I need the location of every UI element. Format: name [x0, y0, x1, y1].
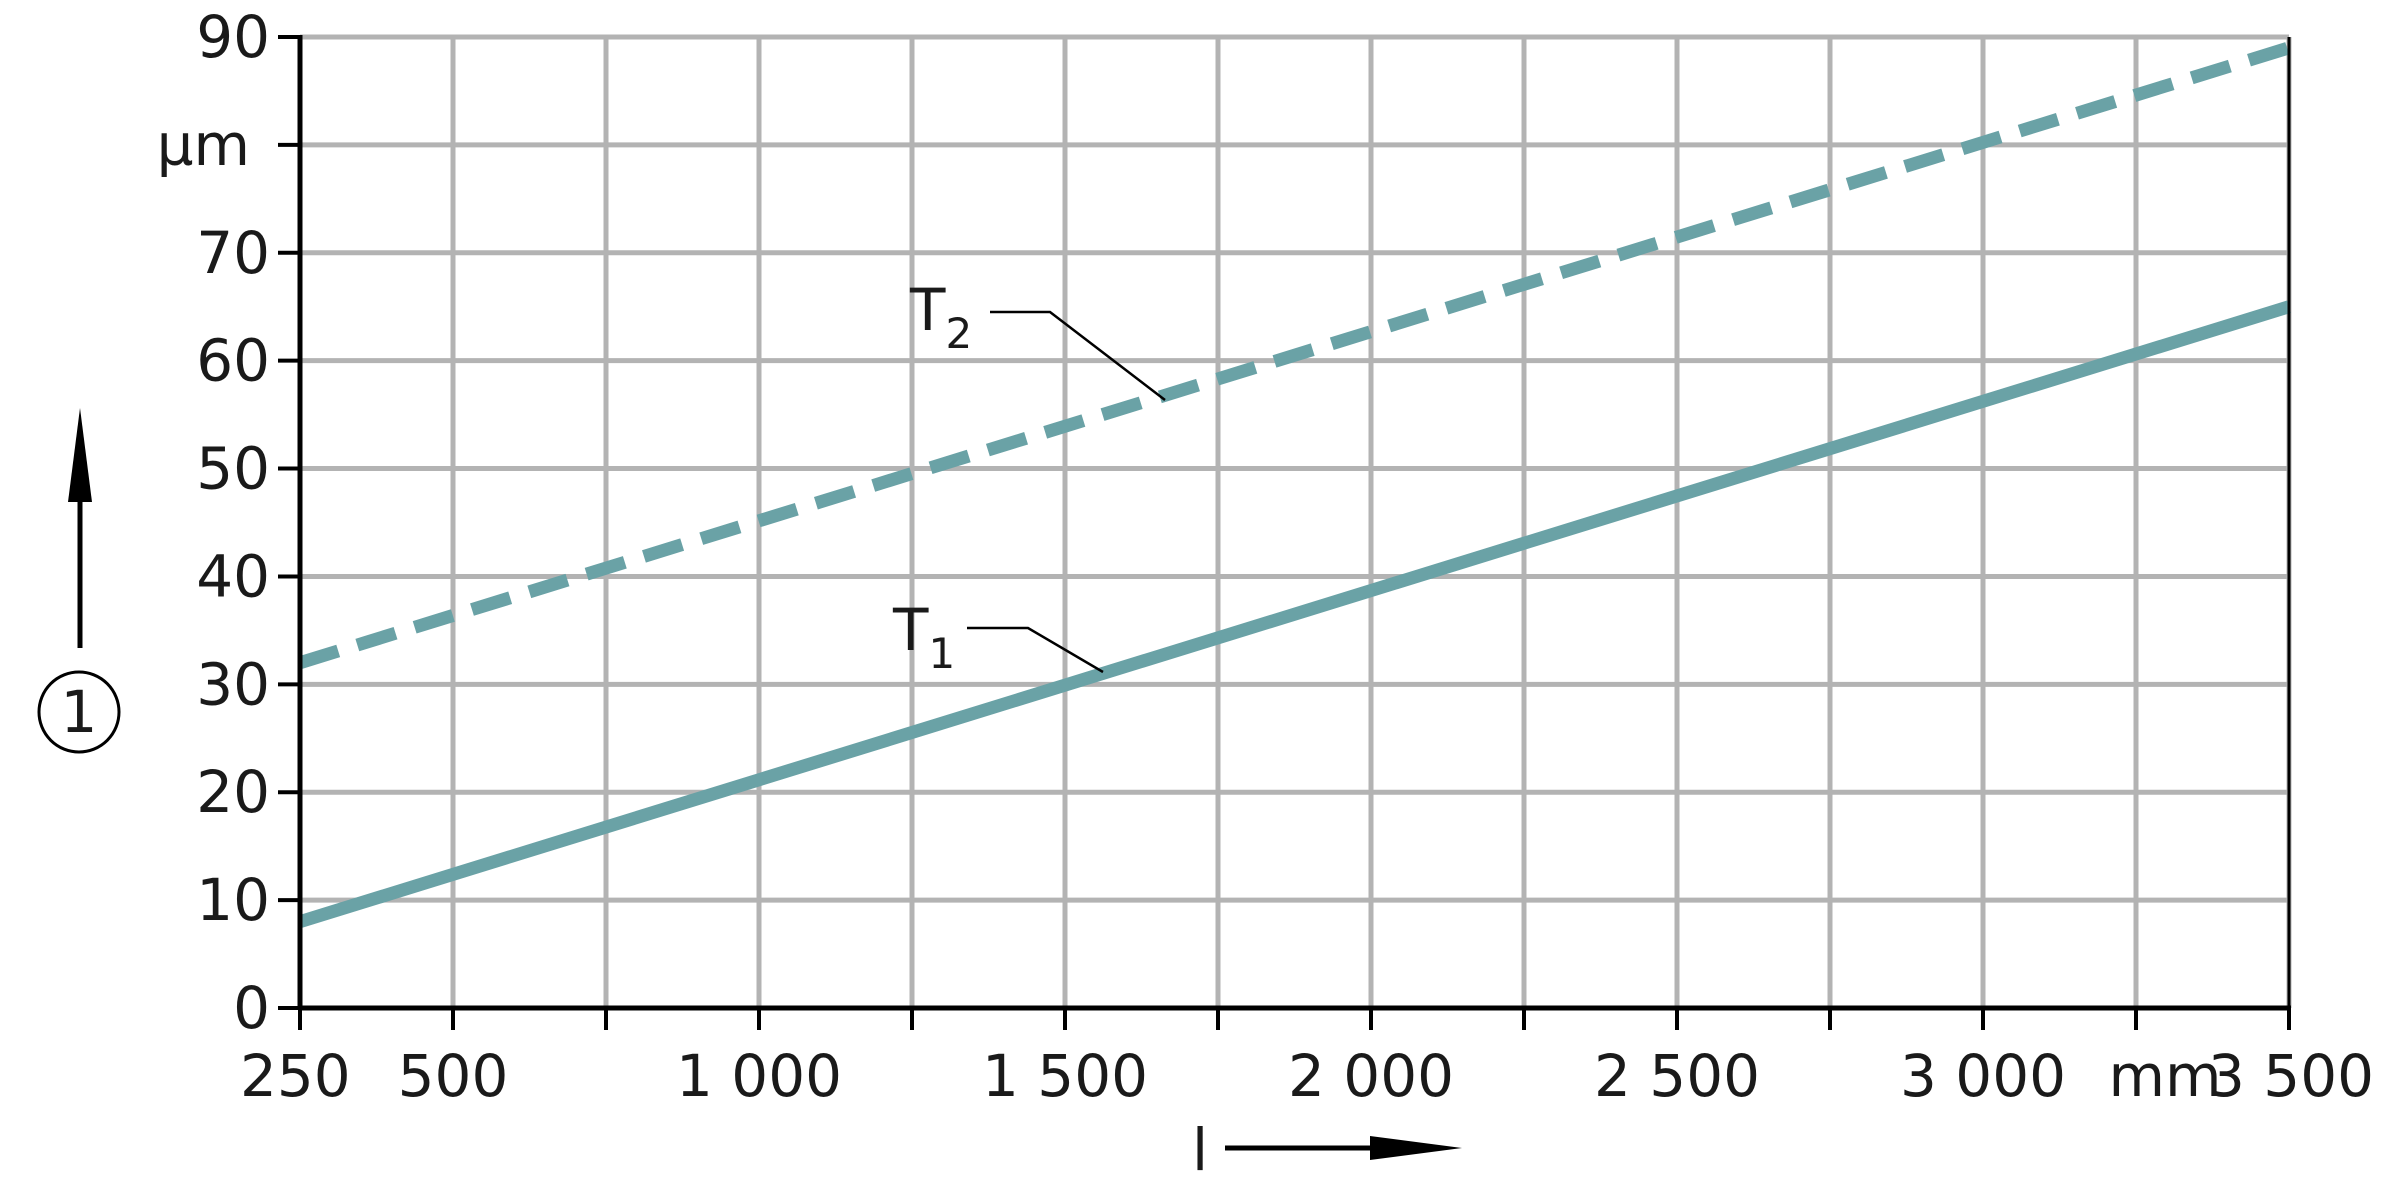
- y-tick-label: 10: [196, 866, 270, 934]
- y-tick-label: 90: [196, 3, 270, 71]
- y-unit-label: µm: [157, 111, 250, 179]
- x-tick-label: 3 500: [2208, 1042, 2374, 1110]
- grid: [300, 34, 2292, 1008]
- y-tick-label: 70: [196, 219, 270, 287]
- ticks: [278, 35, 2291, 1030]
- series-leader-t1: [967, 626, 1104, 674]
- series-label-t1: T1: [892, 596, 955, 678]
- y-tick-label: 0: [233, 974, 270, 1042]
- x-tick-label: 1 500: [982, 1042, 1148, 1110]
- y-tick-label: 30: [196, 650, 270, 718]
- y-tick-label: 50: [196, 435, 270, 503]
- series-line-t2: [298, 41, 2291, 669]
- x-axis-title: l: [1192, 1116, 1208, 1184]
- series-label-t2: T2: [909, 276, 972, 358]
- axes: [297, 35, 2291, 1011]
- series-line-t1: [298, 300, 2291, 928]
- y-axis-title: 1: [61, 678, 98, 746]
- series-leader-t2: [990, 310, 1166, 401]
- y-axis-title-circle: [37, 670, 121, 754]
- x-tick-label: 2 500: [1594, 1042, 1760, 1110]
- x-tick-label: 250: [240, 1042, 351, 1110]
- y-axis-arrow-head: [68, 408, 92, 502]
- tick-labels: 0 10 20 30 40 50 60 70 90 µm 250 500 1 000 1 500 2 000…: [157, 3, 2374, 1110]
- annotations: l 1 T1 T2: [37, 276, 1462, 1184]
- x-tick-label: 3 000: [1900, 1042, 2066, 1110]
- x-tick-label: 2 000: [1288, 1042, 1454, 1110]
- x-unit-label: mm: [2109, 1042, 2222, 1110]
- x-tick-label: 500: [398, 1042, 509, 1110]
- y-tick-label: 60: [196, 327, 270, 395]
- y-tick-label: 20: [196, 758, 270, 826]
- x-axis-arrow-head: [1370, 1136, 1462, 1160]
- x-tick-label: 1 000: [676, 1042, 842, 1110]
- y-tick-label: 40: [196, 542, 270, 610]
- series-lines: [298, 41, 2291, 928]
